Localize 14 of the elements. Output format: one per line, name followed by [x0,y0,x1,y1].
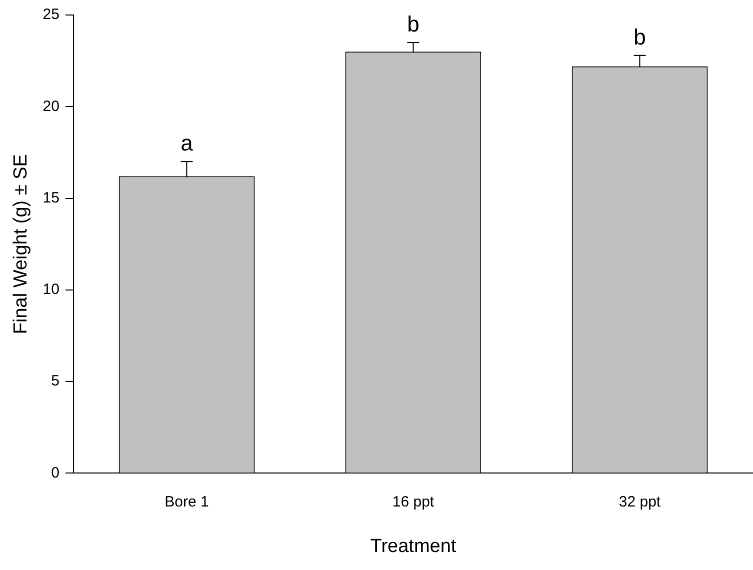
annotation: b [634,24,646,50]
annotation: b [407,12,420,37]
x-axis-title: Treatment [370,536,457,557]
y-tick-label: 15 [42,189,60,206]
y-tick-label: 20 [42,98,60,115]
y-axis-title: Final Weight (g) ± SE [10,154,32,334]
x-tick-label: 16 ppt [392,493,435,510]
x-tick-label: Bore 1 [164,493,209,510]
y-tick-label: 0 [51,464,60,482]
x-tick-label: 32 ppt [618,493,662,510]
annotation: a [180,130,194,156]
y-tick-label: 10 [42,281,60,298]
y-tick-label: 5 [51,372,60,390]
y-tick-label: 25 [42,6,60,24]
